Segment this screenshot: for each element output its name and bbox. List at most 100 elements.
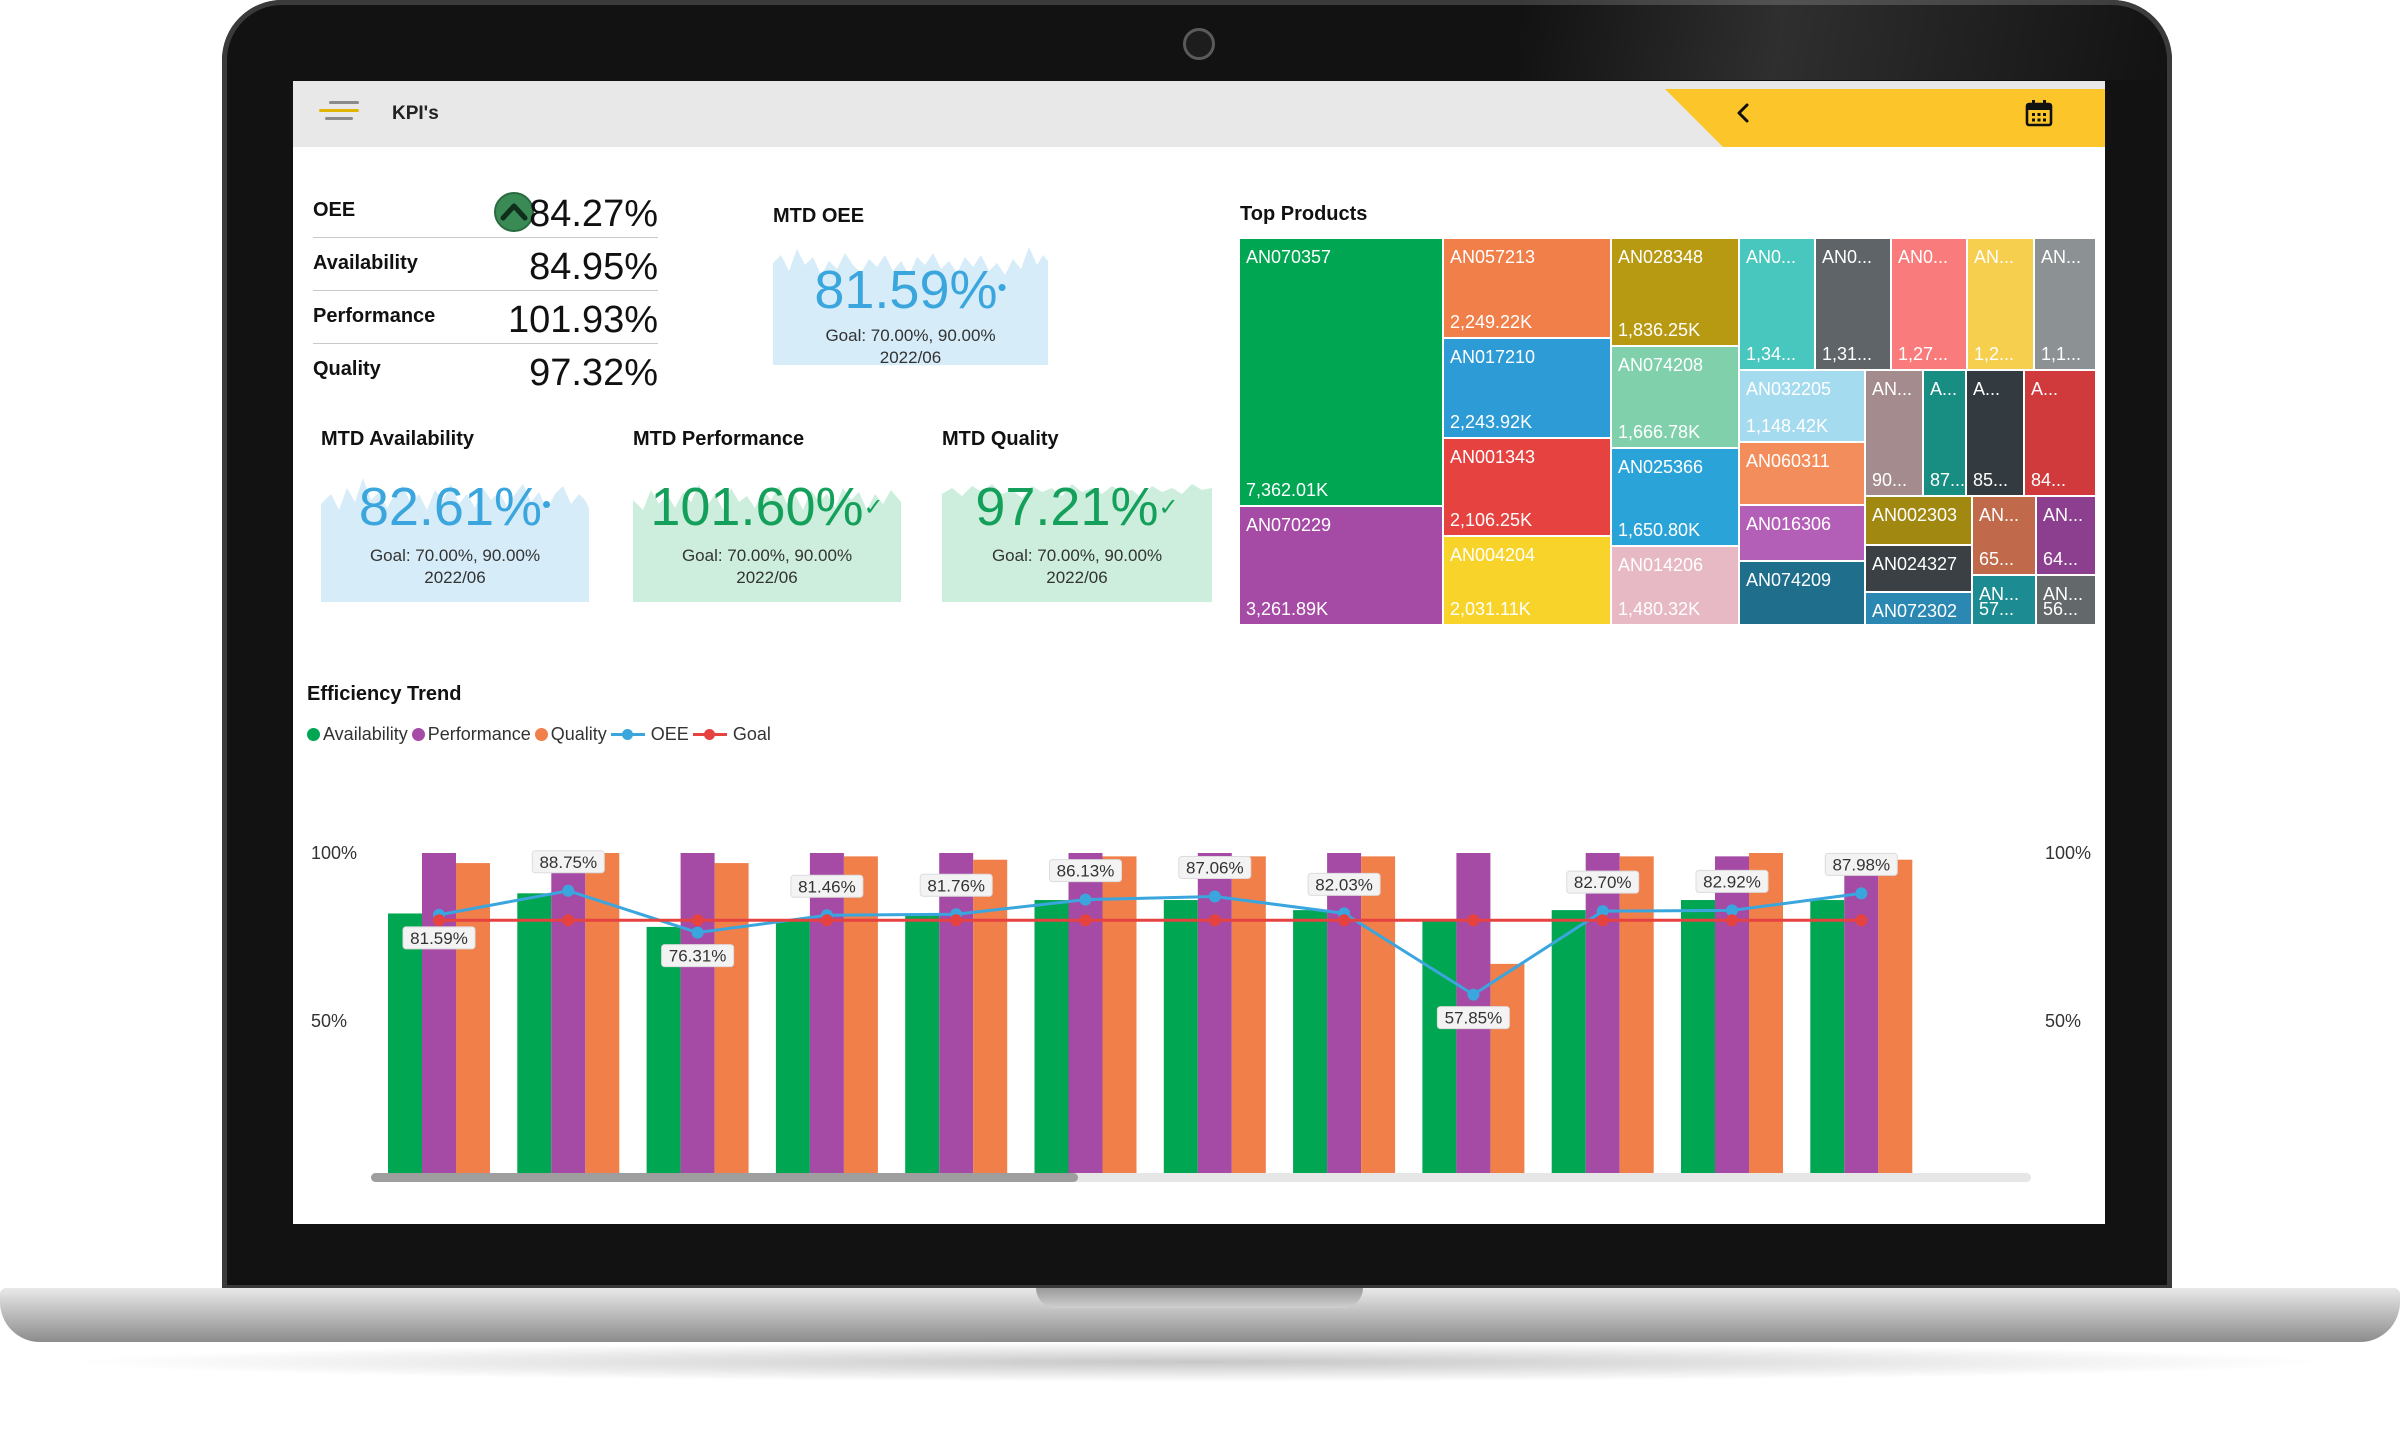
legend-quality[interactable]: Quality xyxy=(534,724,607,745)
tile-label: AN060311 xyxy=(1746,451,1830,471)
tile-label: AN004204 xyxy=(1450,545,1536,565)
legend-availability[interactable]: Availability xyxy=(307,724,408,745)
availability-sparkline-area xyxy=(321,478,589,602)
bar-quality xyxy=(973,859,1008,1181)
mtd-availability-goal: Goal: 70.00%, 90.00% 2022/06 xyxy=(369,546,541,587)
treemap-tile[interactable]: AN... 65... xyxy=(1973,497,2037,576)
bar-availability xyxy=(388,913,422,1181)
tile-label: AN072302 xyxy=(1872,601,1958,621)
lid-glare xyxy=(1520,0,2172,80)
treemap-tile[interactable]: AN... 57... xyxy=(1973,576,2037,626)
treemap-tile[interactable]: AN074208 1,666.78K xyxy=(1612,347,1740,449)
chevron-left-icon[interactable] xyxy=(1728,98,1758,128)
treemap-tile[interactable]: AN070357 7,362.01K xyxy=(1240,239,1444,507)
kpi-row-quality: Quality 97.32% xyxy=(313,344,658,396)
treemap-tile[interactable]: A... 87... xyxy=(1924,371,1967,497)
tile-label: AN070229 xyxy=(1246,515,1332,535)
left-axis-tick: 100% xyxy=(311,843,357,863)
treemap-tile[interactable]: AN0... 1,31... xyxy=(1816,239,1892,371)
treemap-tile[interactable]: AN014206 1,480.32K xyxy=(1612,547,1740,626)
treemap-tile[interactable]: AN... 90... xyxy=(1866,371,1924,497)
treemap-tile[interactable]: AN032205 1,148.42K xyxy=(1740,371,1866,443)
treemap-tile[interactable]: AN072302 xyxy=(1866,593,1973,626)
point-oee xyxy=(1855,887,1868,900)
data-label-box xyxy=(1178,855,1252,879)
mtd-oee-card[interactable]: MTD OEE 81.59%• Goal: 70.00%, 90.00% 2022… xyxy=(773,205,1048,367)
mtd-performance-card[interactable]: MTD Performance 101.60%✓ Goal: 70.00%, 9… xyxy=(633,428,901,602)
bar-availability xyxy=(1034,900,1069,1181)
mtd-quality-card[interactable]: MTD Quality 97.21%✓ Goal: 70.00%, 90.00%… xyxy=(942,428,1212,602)
treemap-tile[interactable]: AN004204 2,031.11K xyxy=(1444,537,1612,626)
treemap-tile[interactable]: AN070229 3,261.89K xyxy=(1240,507,1444,626)
data-label-box xyxy=(531,850,605,874)
bar-availability xyxy=(1681,900,1715,1181)
legend-performance[interactable]: Performance xyxy=(411,724,531,745)
point-oee xyxy=(562,884,575,897)
bar-quality xyxy=(1490,963,1525,1181)
treemap-tile[interactable]: AN016306 xyxy=(1740,506,1866,562)
data-label-box xyxy=(790,874,864,898)
calendar-icon[interactable] xyxy=(2024,98,2054,128)
tile-label: A... xyxy=(1973,379,2001,399)
point-goal xyxy=(1596,914,1609,927)
point-oee xyxy=(1208,890,1221,903)
oee-data-label: 57.85% xyxy=(1445,1009,1503,1028)
mtd-quality-goal: Goal: 70.00%, 90.00% 2022/06 xyxy=(991,546,1163,587)
treemap-tile[interactable]: AN002303 xyxy=(1866,497,1973,546)
oee-data-label: 81.76% xyxy=(927,876,985,895)
performance-sparkline-area xyxy=(633,484,901,602)
bar-performance xyxy=(1844,853,1879,1181)
scrollbar-thumb[interactable] xyxy=(371,1173,1078,1182)
chart-legend: Availability Performance Quality OEE Goa… xyxy=(307,724,775,745)
efficiency-trend-chart: 100%50%0%100%50%0%2022/062022/052022/042… xyxy=(311,843,2091,1181)
tile-label: AN016306 xyxy=(1746,514,1832,534)
kpi-row-availability: Availability 84.95% xyxy=(313,238,658,291)
tile-value: 87... xyxy=(1930,470,1966,490)
treemap-tile[interactable]: A... 85... xyxy=(1967,371,2025,497)
tile-label: AN017210 xyxy=(1450,347,1536,367)
treemap-tile[interactable]: AN... 1,1... xyxy=(2035,239,2097,371)
treemap-tile[interactable]: AN... 1,2... xyxy=(1968,239,2035,371)
laptop-shadow xyxy=(60,1342,2340,1382)
tile-label: A... xyxy=(2031,379,2059,399)
mtd-availability-card[interactable]: MTD Availability 82.61%• Goal: 70.00%, 9… xyxy=(321,428,589,602)
point-goal xyxy=(1208,914,1221,927)
efficiency-trend-title: Efficiency Trend xyxy=(307,683,462,705)
treemap-tile[interactable]: AN0... 1,34... xyxy=(1740,239,1816,371)
treemap-tile[interactable]: AN057213 2,249.22K xyxy=(1444,239,1612,339)
right-axis-tick: 50% xyxy=(2045,1011,2081,1031)
treemap-tile[interactable]: AN... 64... xyxy=(2037,497,2097,576)
right-axis-tick: 100% xyxy=(2045,843,2091,863)
treemap-tile[interactable]: AN074209 xyxy=(1740,562,1866,626)
tile-value: 64... xyxy=(2043,549,2079,569)
oee-data-label: 86.13% xyxy=(1057,862,1115,881)
bar-availability xyxy=(775,920,810,1181)
tile-value: 1,1... xyxy=(2041,344,2082,364)
treemap-tile[interactable]: AN001343 2,106.25K xyxy=(1444,439,1612,537)
point-goal xyxy=(1079,914,1092,927)
oee-data-label: 81.46% xyxy=(798,877,856,896)
treemap-tile[interactable]: AN... 56... xyxy=(2037,576,2097,626)
tile-label: AN057213 xyxy=(1450,247,1536,267)
left-axis-tick: 50% xyxy=(311,1011,347,1031)
bar-performance xyxy=(1068,853,1103,1181)
tile-label: AN032205 xyxy=(1746,379,1832,399)
treemap-tile[interactable]: AN017210 2,243.92K xyxy=(1444,339,1612,439)
chart-scrollbar[interactable] xyxy=(371,1173,2031,1182)
kpi-row-oee: OEE 84.27% xyxy=(313,185,658,238)
menu-icon[interactable] xyxy=(319,101,359,127)
kpi-label: Availability xyxy=(313,252,418,274)
treemap-tile[interactable]: AN024327 xyxy=(1866,546,1973,593)
bar-availability xyxy=(905,913,940,1181)
legend-oee[interactable]: OEE xyxy=(610,724,689,745)
treemap-tile[interactable]: A... 84... xyxy=(2025,371,2097,497)
tile-label: AN0... xyxy=(1746,247,1797,267)
legend-goal[interactable]: Goal xyxy=(692,724,771,745)
treemap-tile[interactable]: AN028348 1,836.25K xyxy=(1612,239,1740,347)
treemap-tile[interactable]: AN060311 xyxy=(1740,443,1866,506)
treemap-tile[interactable]: AN0... 1,27... xyxy=(1892,239,1968,371)
data-label-box xyxy=(1695,869,1769,893)
point-goal xyxy=(562,914,575,927)
treemap-tile[interactable]: AN025366 1,650.80K xyxy=(1612,449,1740,547)
tile-label: AN... xyxy=(1974,247,2015,267)
